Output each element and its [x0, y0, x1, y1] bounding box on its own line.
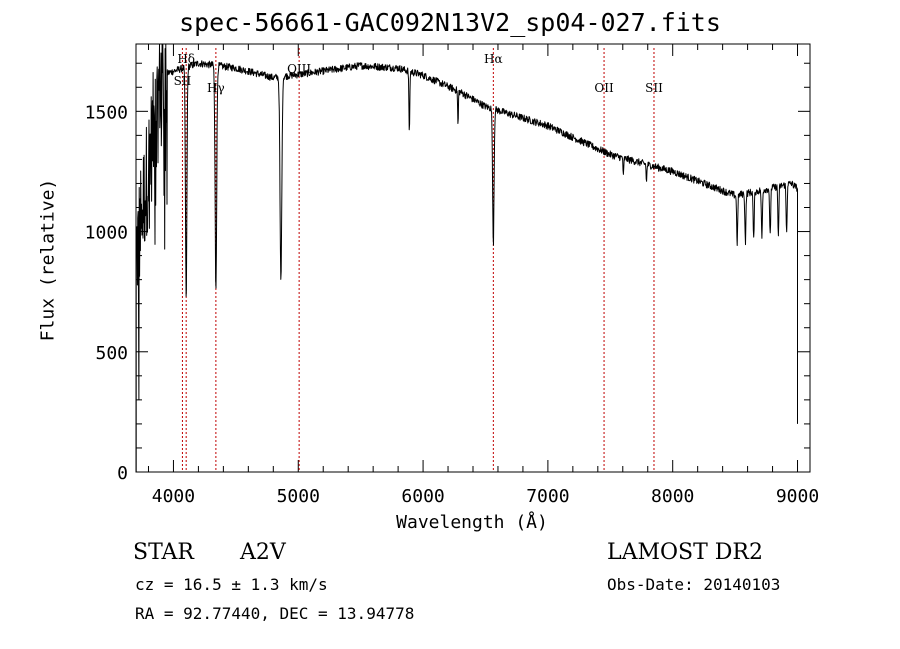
line-marker-label: Hα: [484, 52, 503, 66]
y-tick-label: 0: [117, 463, 128, 484]
x-tick-label: 5000: [277, 486, 320, 507]
y-tick-label: 1500: [85, 102, 128, 123]
object-subclass: A2V: [240, 540, 286, 565]
line-marker-label: SII: [645, 81, 663, 95]
object-class: STAR: [133, 540, 194, 565]
x-tick-label: 7000: [526, 486, 569, 507]
x-tick-label: 8000: [651, 486, 694, 507]
chart-title: spec-56661-GAC092N13V2_sp04-027.fits: [179, 8, 721, 37]
line-marker-label: Hδ: [177, 52, 195, 66]
x-axis: 4000 5000 6000 7000 8000 9000: [147, 44, 819, 507]
survey-name: LAMOST DR2: [607, 540, 763, 565]
line-marker-label: SII: [174, 74, 192, 88]
x-tick-label: 4000: [152, 486, 195, 507]
x-tick-label: 6000: [401, 486, 444, 507]
spectrum-series: [135, 43, 798, 472]
x-tick-label: 9000: [776, 486, 819, 507]
y-tick-label: 1000: [85, 223, 128, 244]
plot-frame: [135, 43, 811, 473]
observation-date: Obs-Date: 20140103: [607, 575, 781, 594]
y-axis: 0 500 1000 1500: [85, 62, 810, 484]
line-marker-label: Hγ: [207, 81, 225, 95]
redshift-text: cz = 16.5 ± 1.3 km/s: [135, 575, 328, 594]
spectrum-line: [135, 43, 798, 472]
y-tick-label: 500: [95, 343, 128, 364]
line-marker-label: OII: [594, 81, 614, 95]
coordinates-text: RA = 92.77440, DEC = 13.94778: [135, 604, 415, 623]
plot-border: [135, 43, 811, 473]
x-axis-label: Wavelength (Å): [396, 512, 548, 533]
y-axis-label: Flux (relative): [37, 178, 59, 342]
